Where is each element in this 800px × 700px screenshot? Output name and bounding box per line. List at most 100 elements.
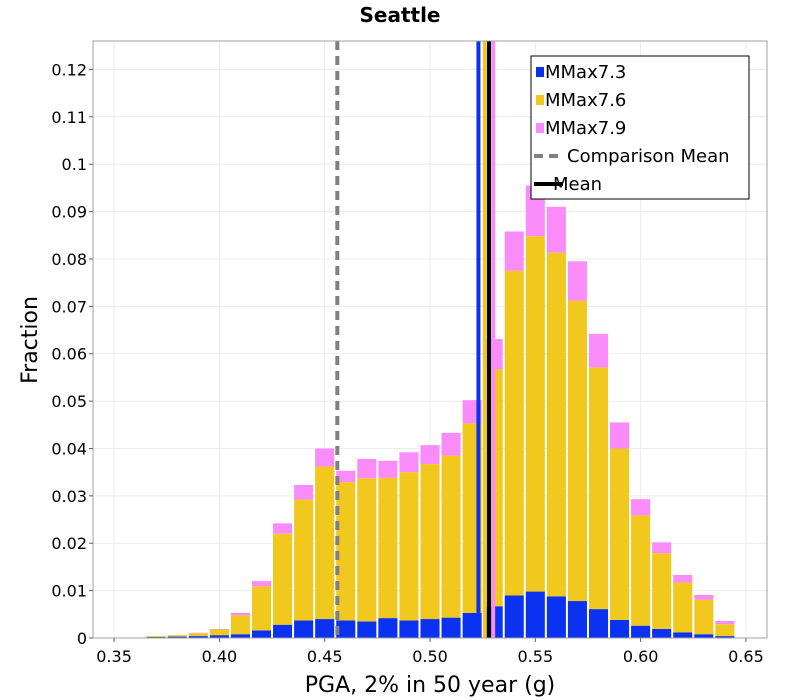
y-axis-title: Fraction <box>18 296 43 384</box>
bar-mmax7-3 <box>209 635 229 638</box>
x-tick-label: 0.60 <box>623 647 659 666</box>
y-tick-label: 0.04 <box>51 439 87 458</box>
x-tick-label: 0.35 <box>96 647 132 666</box>
bar-mmax7-3 <box>378 618 398 638</box>
axis-ticks: 0 0.01 0.02 0.03 0.04 0.05 0.06 0.07 0.08 0.09 0.1… <box>51 60 763 666</box>
x-tick-label: 0.50 <box>412 647 448 666</box>
bar-mmax7-3 <box>546 596 566 638</box>
bar-mmax7-6 <box>315 466 335 620</box>
y-tick-label: 0.02 <box>51 534 87 553</box>
bar-mmax7-3 <box>610 619 630 638</box>
bar-mmax7-6 <box>294 499 314 621</box>
bar-mmax7-6 <box>588 367 609 610</box>
y-tick-label: 0.07 <box>51 297 87 316</box>
bar-mmax7-6 <box>336 482 356 621</box>
bar-mmax7-3 <box>230 634 250 638</box>
bar-mmax7-3 <box>504 595 524 638</box>
bar-mmax7-9 <box>441 432 461 456</box>
bar-mmax7-3 <box>715 636 735 638</box>
bar-mmax7-3 <box>399 620 419 638</box>
bar-mmax7-9 <box>420 445 440 465</box>
bar-mmax7-6 <box>610 448 630 620</box>
bar-mmax7-9 <box>694 594 714 600</box>
bar-mmax7-6 <box>251 586 272 631</box>
bar-mmax7-3 <box>251 630 272 638</box>
y-tick-label: 0.09 <box>51 203 87 222</box>
bar-mmax7-3 <box>694 634 714 638</box>
bar-mmax7-9 <box>294 484 314 500</box>
bar-mmax7-6 <box>567 300 587 602</box>
bar-mmax7-6 <box>378 477 398 619</box>
bar-mmax7-9 <box>378 460 398 478</box>
bar-mmax7-6 <box>167 635 187 637</box>
bar-mmax7-3 <box>294 620 314 638</box>
legend-item-comparison-mean-label: Comparison Mean <box>567 146 730 167</box>
bar-mmax7-9 <box>652 542 672 554</box>
bar-mmax7-3 <box>420 619 440 638</box>
x-tick-label: 0.65 <box>728 647 764 666</box>
bar-mmax7-6 <box>188 633 208 637</box>
bar-mmax7-9 <box>273 523 293 534</box>
bar-mmax7-6 <box>525 236 545 592</box>
bar-mmax7-9 <box>357 458 377 479</box>
legend: MMax7.3 MMax7.6 MMax7.9 Comparison Mean Mean <box>530 55 750 200</box>
y-tick-label: 0.06 <box>51 345 87 364</box>
legend-item-mean-label: Mean <box>553 174 602 195</box>
bar-mmax7-6 <box>631 515 651 626</box>
y-tick-label: 0.05 <box>51 392 87 411</box>
x-tick-label: 0.45 <box>307 647 343 666</box>
bar-mmax7-3 <box>357 621 377 638</box>
legend-item-mmax7-3-label: MMax7.3 <box>545 62 626 83</box>
y-tick-label: 0.01 <box>51 582 87 601</box>
bar-mmax7-9 <box>546 206 566 253</box>
bar-mmax7-3 <box>273 624 293 638</box>
bar-mmax7-6 <box>715 624 735 637</box>
legend-item-mmax7-9-label: MMax7.9 <box>545 118 626 139</box>
bar-mmax7-6 <box>357 478 377 622</box>
bar-mmax7-6 <box>399 472 419 621</box>
bar-mmax7-6 <box>146 636 166 638</box>
bar-mmax7-3 <box>567 601 587 638</box>
bar-mmax7-3 <box>336 620 356 638</box>
bar-mmax7-6 <box>230 615 250 635</box>
bar-mmax7-3 <box>588 609 609 638</box>
bar-mmax7-9 <box>230 612 250 616</box>
bar-mmax7-6 <box>504 270 524 596</box>
bar-mmax7-3 <box>525 591 545 638</box>
bar-mmax7-6 <box>273 533 293 625</box>
y-tick-label: 0.03 <box>51 487 87 506</box>
legend-box <box>530 55 750 200</box>
bar-mmax7-9 <box>315 448 335 467</box>
legend-item-mmax7-9-swatch <box>536 123 544 133</box>
x-tick-label: 0.55 <box>518 647 554 666</box>
bar-mmax7-9 <box>631 499 651 516</box>
bar-mmax7-6 <box>209 629 229 636</box>
bar-mmax7-3 <box>673 632 693 638</box>
y-tick-label: 0.12 <box>51 60 87 79</box>
bar-mmax7-3 <box>167 636 187 638</box>
bar-mmax7-9 <box>588 333 609 368</box>
bar-mmax7-9 <box>610 422 630 449</box>
y-tick-label: 0.11 <box>51 108 87 127</box>
bar-mmax7-9 <box>504 231 524 271</box>
x-tick-label: 0.40 <box>202 647 238 666</box>
x-axis-title: PGA, 2% in 50 year (g) <box>305 673 556 698</box>
mean-lines <box>335 41 496 638</box>
chart-title: Seattle <box>359 3 440 27</box>
bar-mmax7-6 <box>652 553 672 629</box>
bar-mmax7-9 <box>673 574 693 583</box>
bar-mmax7-9 <box>336 470 356 483</box>
bar-mmax7-9 <box>251 581 272 587</box>
bar-mmax7-6 <box>673 582 693 633</box>
y-tick-label: 0.1 <box>62 155 87 174</box>
bar-mmax7-3 <box>441 617 461 638</box>
legend-item-mmax7-3-swatch <box>536 67 544 77</box>
bar-mmax7-9 <box>399 452 419 473</box>
bar-mmax7-3 <box>652 628 672 638</box>
bar-mmax7-6 <box>694 599 714 635</box>
stacked-bars <box>146 185 735 638</box>
bar-mmax7-6 <box>420 464 440 620</box>
legend-item-mmax7-6-swatch <box>536 95 544 105</box>
bar-mmax7-6 <box>546 252 566 597</box>
